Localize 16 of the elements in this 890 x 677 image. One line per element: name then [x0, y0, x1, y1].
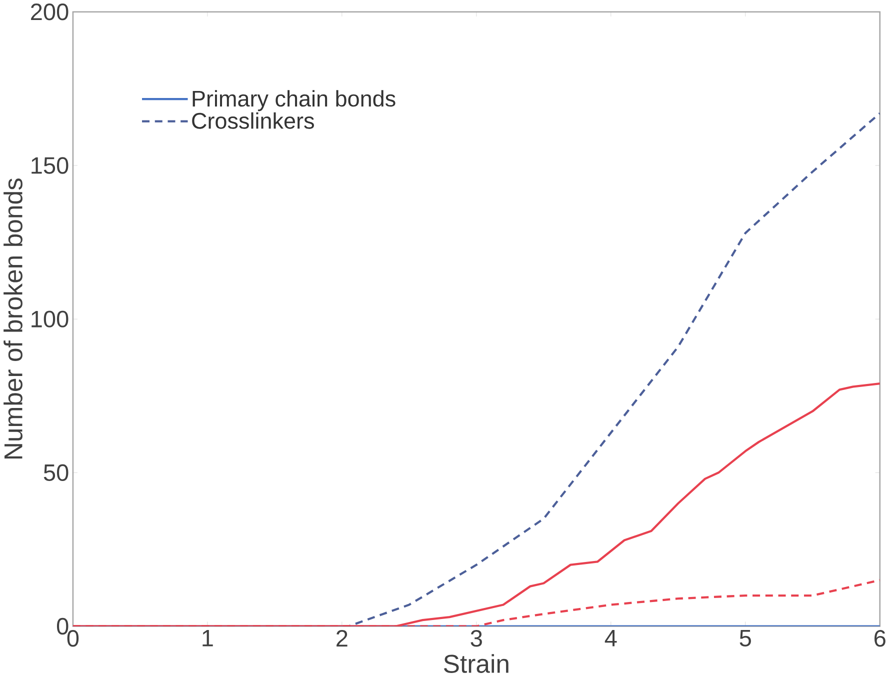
y-tick-label: 200 [31, 4, 68, 20]
x-tick-label: 4 [604, 630, 617, 646]
y-tick-label: 150 [32, 157, 68, 174]
x-tick-label: 0 [67, 630, 79, 647]
y-tick-label: 0 [56, 618, 68, 635]
x-tick-label: 5 [740, 630, 751, 647]
x-tick-label: 1 [202, 630, 213, 646]
x-tick-label: 6 [874, 630, 886, 647]
y-axis-title: Number of broken bonds [4, 178, 22, 459]
x-tick-label: 2 [336, 630, 348, 647]
legend-label: Crosslinkers [192, 112, 314, 130]
x-axis-title: Strain [444, 654, 508, 674]
x-tick-label: 3 [470, 630, 482, 647]
y-tick-label: 100 [32, 310, 68, 328]
y-tick-label: 50 [44, 464, 68, 482]
legend-label: Primary chain bonds [192, 90, 396, 112]
